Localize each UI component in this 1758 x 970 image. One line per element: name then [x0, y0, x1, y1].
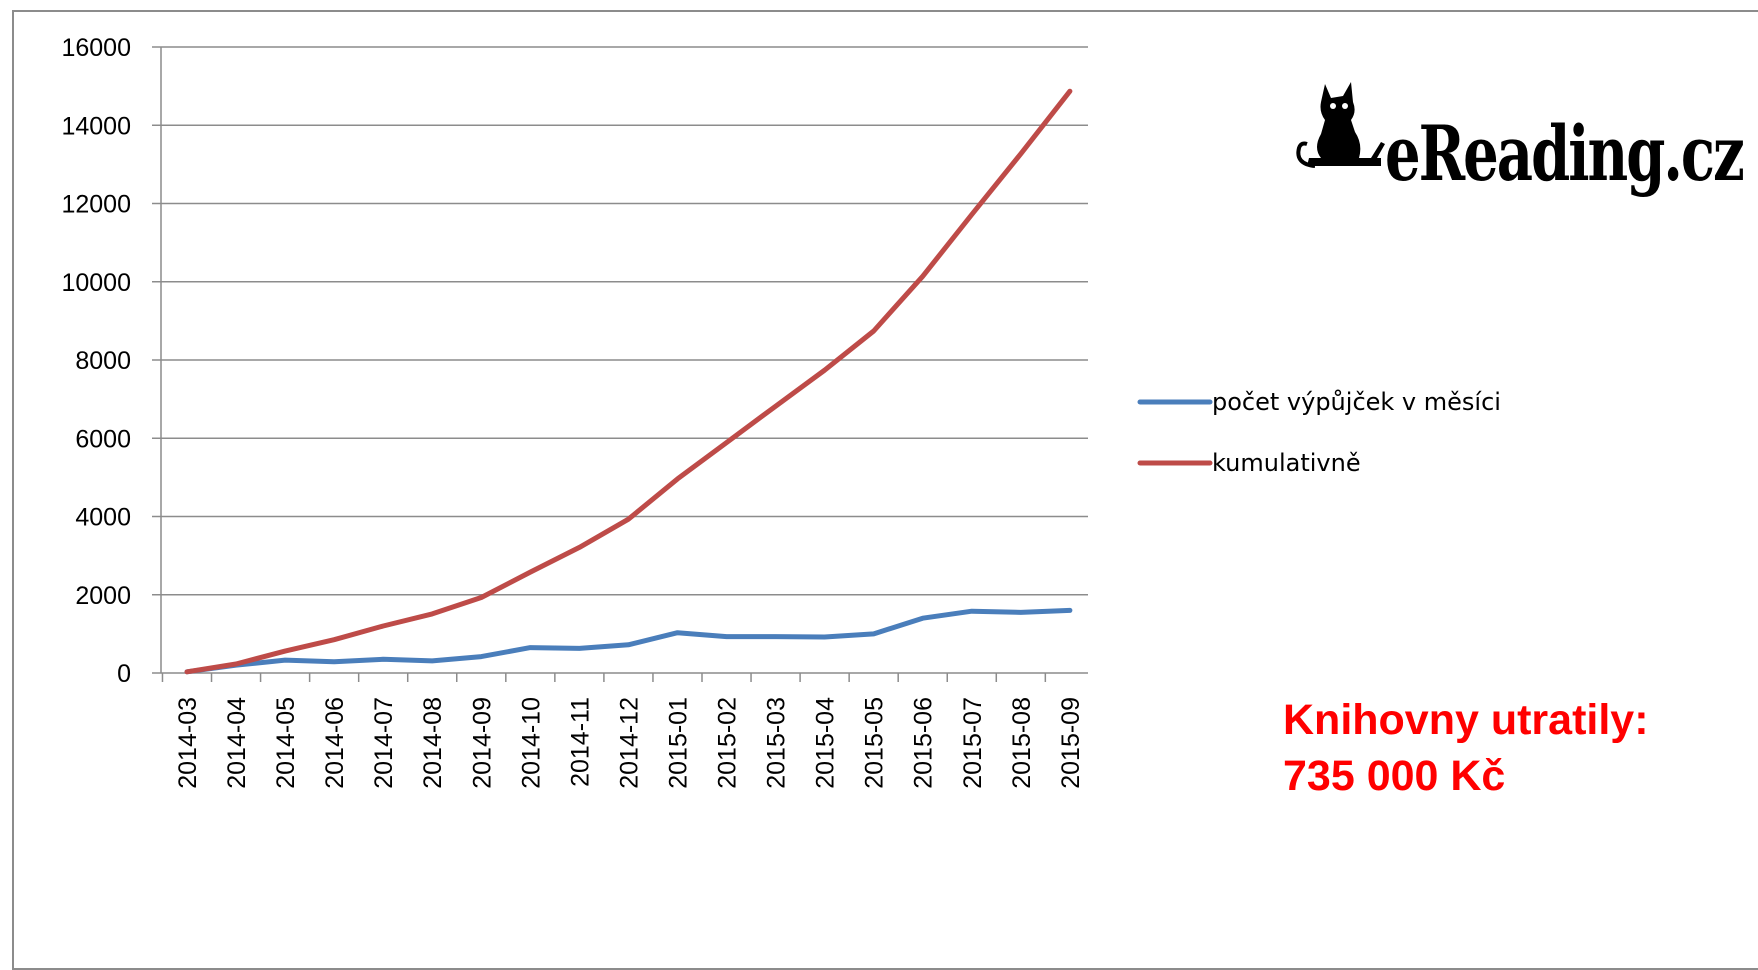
x-tick-label: 2015-04 — [812, 697, 840, 789]
y-tick-label: 12000 — [61, 191, 131, 219]
axes — [152, 46, 1088, 682]
series-line-1 — [184, 607, 1073, 675]
legend-label-2: kumulativně — [1212, 449, 1361, 477]
y-tick-label: 14000 — [61, 112, 131, 140]
series-lines — [184, 88, 1073, 675]
spending-note-line1: Knihovny utratily: — [1283, 696, 1649, 744]
legend-label-1: počet výpůjček v měsíci — [1212, 388, 1501, 416]
series-line-2 — [184, 88, 1073, 675]
spending-note: Knihovny utratily: 735 000 Kč — [1283, 692, 1649, 804]
x-tick-label: 2015-06 — [910, 697, 938, 789]
x-tick-labels: 2014-03 2014-04 2014-05 2014-06 2014-07 2014-… — [174, 697, 1085, 789]
x-tick-label: 2014-10 — [517, 697, 545, 789]
y-tick-label: 10000 — [61, 269, 131, 297]
gridlines — [161, 46, 1088, 596]
y-tick-label: 2000 — [75, 582, 131, 610]
x-tick-label: 2014-07 — [370, 697, 398, 789]
x-tick-label: 2014-11 — [566, 697, 594, 787]
y-tick-label: 0 — [117, 660, 131, 688]
logo: eReading.cz — [1285, 72, 1745, 199]
x-tick-label: 2015-05 — [861, 697, 889, 789]
legend: počet výpůjček v měsíci kumulativně — [1137, 388, 1501, 477]
x-tick-label: 2014-04 — [223, 697, 251, 789]
x-tick-label: 2014-08 — [419, 697, 447, 789]
x-tick-label: 2015-01 — [664, 697, 692, 789]
y-tick-label: 8000 — [75, 347, 131, 375]
x-tick-label: 2014-09 — [468, 697, 496, 789]
x-tick-label: 2014-12 — [615, 697, 643, 789]
cat-icon — [1296, 82, 1385, 168]
spending-note-line2: 735 000 Kč — [1283, 752, 1506, 800]
y-tick-labels: 0 2000 4000 6000 8000 10000 12000 14000 16000 — [61, 34, 131, 688]
y-tick-label: 4000 — [75, 504, 131, 532]
x-tick-label: 2014-06 — [321, 697, 349, 789]
x-tick-label: 2015-08 — [1008, 697, 1036, 789]
logo-text: eReading.cz — [1385, 110, 1745, 200]
x-tick-label: 2015-02 — [714, 697, 742, 789]
x-tick-label: 2014-05 — [272, 697, 300, 789]
y-tick-label: 16000 — [61, 34, 131, 62]
x-tick-label: 2015-09 — [1057, 697, 1085, 789]
x-tick-label: 2015-03 — [763, 697, 791, 789]
x-tick-label: 2014-03 — [174, 697, 202, 789]
x-tick-label: 2015-07 — [959, 697, 987, 789]
y-tick-label: 6000 — [75, 425, 131, 453]
